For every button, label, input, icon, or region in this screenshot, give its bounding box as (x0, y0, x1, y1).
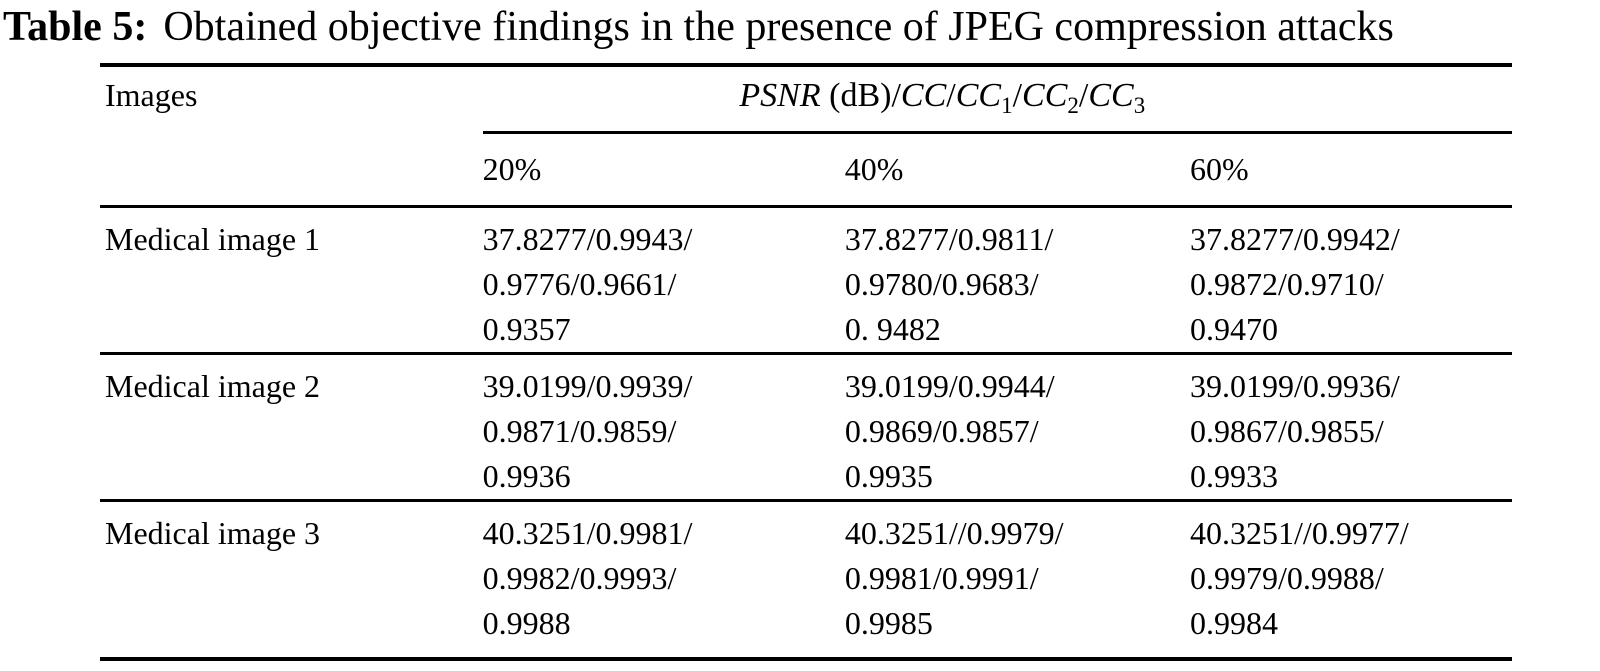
cell-60pct: 39.0199/0.9936/ 0.9867/0.9855/ 0.9933 (1190, 364, 1512, 499)
cell-40pct: 37.8277/0.9811/ 0.9780/0.9683/ 0. 9482 (845, 217, 1190, 352)
cell-line: 0.9871/0.9859/ (482, 413, 677, 449)
cell-line: 0.9979/0.9988/ (1190, 560, 1384, 596)
cell-line: 0.9776/0.9661/ (482, 266, 677, 302)
column-header-60pct: 60% (1189, 151, 1249, 187)
images-header-spacer (100, 131, 483, 205)
cell-line: 0.9872/0.9710/ (1190, 266, 1384, 302)
cell-line: 0.9985 (844, 605, 933, 641)
row-label: Medical image 3 (105, 515, 321, 551)
metric-cc2-subscript: 2 (1067, 93, 1079, 118)
cell-line: 37.8277/0.9811/ (844, 221, 1054, 257)
table-caption-text: Obtained objective findings in the prese… (163, 4, 1394, 50)
cell-line: 39.0199/0.9939/ (482, 368, 693, 404)
row-label: Medical image 1 (105, 221, 321, 257)
metric-cc3-subscript: 3 (1133, 93, 1146, 118)
cell-20pct: 37.8277/0.9943/ 0.9776/0.9661/ 0.9357 (483, 217, 845, 352)
compression-level-headers: 20% 40% 60% (482, 131, 1512, 205)
cell-line: 0.9470 (1190, 311, 1279, 347)
metric-db-unit: (dB)/ (820, 77, 901, 114)
column-header-images: Images (105, 77, 198, 113)
metric-cc: CC (900, 77, 947, 114)
cell-line: 0.9935 (844, 458, 933, 494)
cell-line: 37.8277/0.9943/ (482, 221, 693, 257)
cell-60pct: 37.8277/0.9942/ 0.9872/0.9710/ 0.9470 (1190, 217, 1512, 352)
metric-slash: / (946, 77, 956, 114)
results-table: Images PSNR (dB)/CC/CC1/CC2/CC3 20% 40% … (100, 63, 1512, 661)
cell-line: 0.9357 (482, 311, 571, 347)
cell-line: 0.9936 (482, 458, 571, 494)
column-header-metrics: PSNR (dB)/CC/CC1/CC2/CC3 (483, 67, 1512, 131)
cell-line: 0.9933 (1190, 458, 1279, 494)
cell-line: 40.3251//0.9977/ (1190, 515, 1409, 551)
cell-line: 39.0199/0.9936/ (1190, 368, 1400, 404)
table-row-medical-image-3: Medical image 3 40.3251/0.9981/ 0.9982/0… (100, 499, 1512, 657)
cell-line: 0.9780/0.9683/ (844, 266, 1039, 302)
cell-line: 39.0199/0.9944/ (844, 368, 1055, 404)
metric-cc3: CC (1088, 77, 1134, 114)
table-row-medical-image-2: Medical image 2 39.0199/0.9939/ 0.9871/0… (100, 352, 1512, 499)
table-row-medical-image-1: Medical image 1 37.8277/0.9943/ 0.9776/0… (100, 205, 1512, 352)
cell-line: 0.9988 (482, 605, 571, 641)
row-label: Medical image 2 (105, 368, 321, 404)
table-caption: Table 5: Obtained objective findings in t… (3, 0, 1394, 54)
column-header-40pct: 40% (844, 151, 904, 187)
cell-line: 0.9867/0.9855/ (1190, 413, 1384, 449)
metric-cc1-subscript: 1 (1001, 93, 1013, 118)
cell-line: 0. 9482 (844, 311, 941, 347)
metric-cc2: CC (1022, 77, 1068, 114)
cell-line: 0.9981/0.9991/ (844, 560, 1039, 596)
metric-slash: / (1012, 77, 1023, 114)
cell-line: 0.9869/0.9857/ (844, 413, 1039, 449)
metric-cc1: CC (955, 77, 1002, 114)
cell-line: 0.9982/0.9993/ (482, 560, 677, 596)
cell-20pct: 40.3251/0.9981/ 0.9982/0.9993/ 0.9988 (483, 511, 845, 646)
cell-line: 40.3251//0.9979/ (844, 515, 1064, 551)
cell-60pct: 40.3251//0.9977/ 0.9979/0.9988/ 0.9984 (1190, 511, 1512, 646)
cell-line: 0.9984 (1190, 605, 1279, 641)
metric-psnr: PSNR (739, 77, 821, 114)
cell-40pct: 39.0199/0.9944/ 0.9869/0.9857/ 0.9935 (845, 364, 1190, 499)
cell-40pct: 40.3251//0.9979/ 0.9981/0.9991/ 0.9985 (845, 511, 1190, 646)
metric-slash: / (1078, 77, 1089, 114)
table-header-row: Images PSNR (dB)/CC/CC1/CC2/CC3 (100, 67, 1512, 131)
cell-20pct: 39.0199/0.9939/ 0.9871/0.9859/ 0.9936 (483, 364, 845, 499)
column-header-20pct: 20% (482, 151, 542, 187)
table-number: Table 5: (3, 4, 148, 50)
cell-line: 37.8277/0.9942/ (1190, 221, 1400, 257)
compression-level-header-row: 20% 40% 60% (100, 131, 1512, 205)
cell-line: 40.3251/0.9981/ (482, 515, 693, 551)
